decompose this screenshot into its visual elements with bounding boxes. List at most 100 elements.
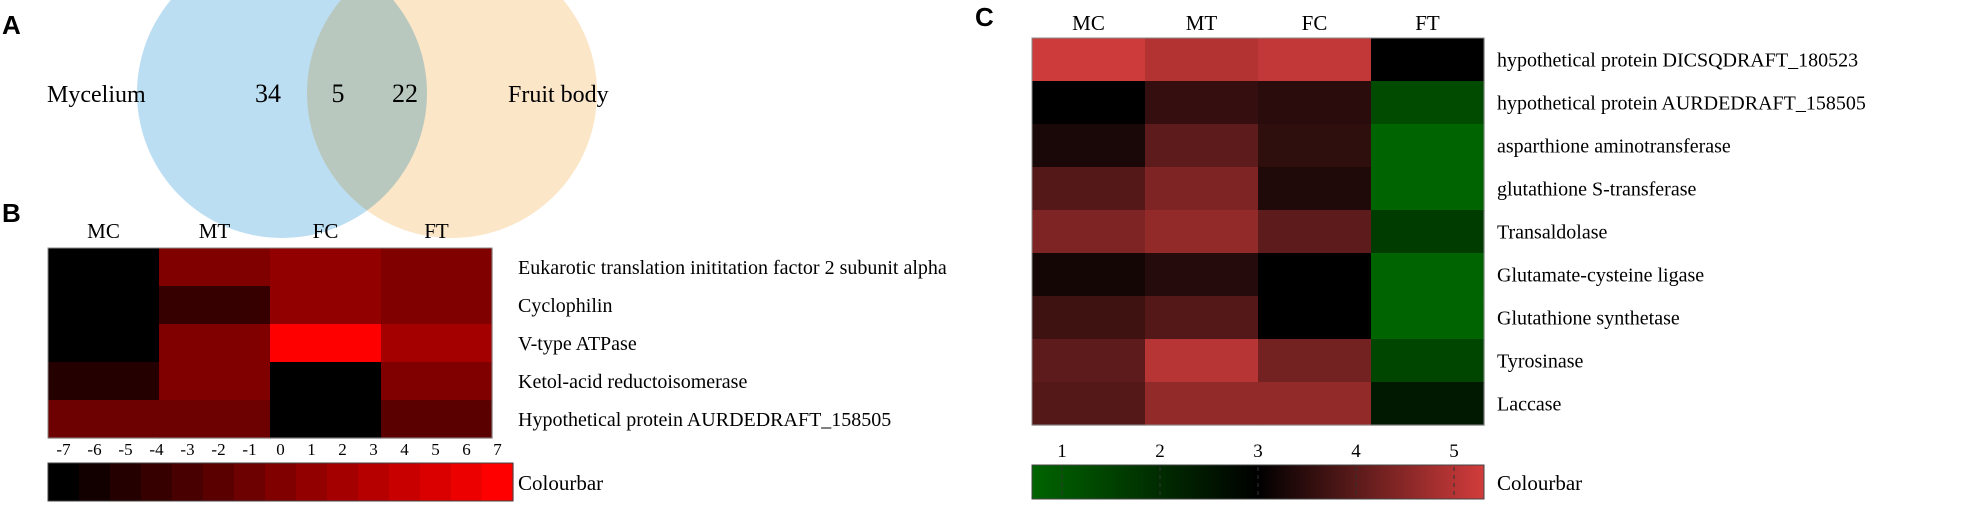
colorbar-b-tick-label: 7 bbox=[493, 440, 502, 459]
colorbar-b-swatch bbox=[451, 463, 483, 501]
colorbar-b-tick-label: -3 bbox=[180, 440, 194, 459]
colorbar-b-tick-label: 5 bbox=[431, 440, 440, 459]
colorbar-b-swatch bbox=[48, 463, 80, 501]
heatmap-c-cell bbox=[1258, 81, 1372, 125]
heatmap-c-cell bbox=[1258, 253, 1372, 297]
heatmap-b-column-label: MT bbox=[199, 219, 231, 243]
heatmap-b-row-label: Eukarotic translation inititation factor… bbox=[518, 257, 947, 279]
heatmap-c-row-label: glutathione S-transferase bbox=[1497, 179, 1696, 201]
heatmap-b-cell bbox=[159, 362, 271, 401]
heatmap-b-cell bbox=[48, 324, 160, 363]
colorbar-c-label: Colourbar bbox=[1497, 471, 1582, 495]
heatmap-b-cell bbox=[381, 286, 493, 325]
heatmap-c-row-label: Tyrosinase bbox=[1497, 351, 1583, 373]
colorbar-b-swatch bbox=[172, 463, 204, 501]
heatmap-c-cell bbox=[1371, 210, 1485, 254]
heatmap-c-cell bbox=[1032, 124, 1146, 168]
heatmap-c-row-label: Transaldolase bbox=[1497, 222, 1607, 244]
heatmap-b: MC MT FC FT Eukarotic translation inititatio… bbox=[47, 219, 947, 502]
heatmap-c-cell bbox=[1145, 339, 1259, 383]
venn-count-overlap: 5 bbox=[332, 79, 345, 108]
heatmap-c-cell bbox=[1145, 124, 1259, 168]
heatmap-c-row-label: Glutathione synthetase bbox=[1497, 308, 1680, 330]
colorbar-b-tick-label: 3 bbox=[369, 440, 378, 459]
heatmap-b-cell bbox=[159, 400, 271, 439]
heatmap-c-cell bbox=[1145, 382, 1259, 426]
heatmap-c-column-label: MC bbox=[1072, 11, 1105, 35]
heatmap-c-cell bbox=[1371, 167, 1485, 211]
colorbar-c-tick-label: 1 bbox=[1057, 441, 1067, 462]
heatmap-c-cell bbox=[1032, 167, 1146, 211]
panel-label-c: C bbox=[975, 2, 994, 32]
heatmap-c-cell bbox=[1258, 339, 1372, 383]
colorbar-b-frame bbox=[47, 462, 514, 502]
heatmap-c-column-label: MT bbox=[1186, 11, 1218, 35]
colorbar-b-label: Colourbar bbox=[518, 471, 603, 495]
heatmap-c-cell bbox=[1371, 38, 1485, 82]
heatmap-c-row-label: hypothetical protein AURDEDRAFT_158505 bbox=[1497, 93, 1866, 115]
heatmap-c-row-label: Glutamate-cysteine ligase bbox=[1497, 265, 1704, 287]
heatmap-c-row-label: Laccase bbox=[1497, 394, 1562, 416]
heatmap-c-cell bbox=[1258, 382, 1372, 426]
colorbar-b-swatch bbox=[110, 463, 142, 501]
heatmap-c-cell bbox=[1258, 124, 1372, 168]
colorbar-b-swatch bbox=[389, 463, 421, 501]
heatmap-b-cell bbox=[381, 324, 493, 363]
heatmap-b-cell bbox=[270, 286, 382, 325]
panel-label-b: B bbox=[2, 198, 21, 228]
heatmap-c-cell bbox=[1145, 81, 1259, 125]
colorbar-b-tick-label: 0 bbox=[276, 440, 285, 459]
heatmap-c-cell bbox=[1371, 339, 1485, 383]
colorbar-b-tick-label: 4 bbox=[400, 440, 409, 459]
colorbar-b-swatch bbox=[327, 463, 359, 501]
venn-diagram: Mycelium Fruit body 34 5 22 bbox=[47, 0, 609, 238]
heatmap-c-column-label: FT bbox=[1415, 11, 1440, 35]
colorbar-b-tick-label: 2 bbox=[338, 440, 347, 459]
heatmap-c-cell bbox=[1145, 296, 1259, 340]
colorbar-b-tick-label: 1 bbox=[307, 440, 316, 459]
colorbar-b-tick-label: -7 bbox=[56, 440, 71, 459]
heatmap-c-cell bbox=[1145, 167, 1259, 211]
heatmap-c-cell bbox=[1371, 253, 1485, 297]
heatmap-c-cell bbox=[1145, 253, 1259, 297]
heatmap-c-frame bbox=[1031, 37, 1485, 426]
heatmap-c-cell bbox=[1032, 339, 1146, 383]
heatmap-c-cell bbox=[1371, 81, 1485, 125]
venn-label-fruit-body: Fruit body bbox=[508, 82, 609, 108]
heatmap-c-cell bbox=[1145, 38, 1259, 82]
heatmap-c-cell bbox=[1032, 38, 1146, 82]
colorbar-b-swatch bbox=[203, 463, 235, 501]
heatmap-b-cell bbox=[48, 400, 160, 439]
heatmap-c-cell bbox=[1032, 253, 1146, 297]
colorbar-c-tick-label: 3 bbox=[1253, 441, 1263, 462]
heatmap-b-cell bbox=[381, 248, 493, 287]
heatmap-b-cell bbox=[270, 362, 382, 401]
heatmap-c: MC MT FC FT hypothetical protein DICSQDRAFT_… bbox=[1031, 11, 1866, 500]
heatmap-c-cell bbox=[1258, 210, 1372, 254]
heatmap-b-cell bbox=[48, 286, 160, 325]
colorbar-b-swatch bbox=[358, 463, 390, 501]
colorbar-b-swatch bbox=[265, 463, 297, 501]
colorbar-b-tick-label: -6 bbox=[87, 440, 101, 459]
heatmap-b-row-label: Hypothetical protein AURDEDRAFT_158505 bbox=[518, 409, 891, 431]
colorbar-c-tick-label: 5 bbox=[1449, 441, 1459, 462]
heatmap-b-column-label: MC bbox=[87, 219, 120, 243]
heatmap-c-cell bbox=[1258, 167, 1372, 211]
heatmap-c-row-label: asparthione aminotransferase bbox=[1497, 136, 1731, 158]
venn-count-mycelium-only: 34 bbox=[255, 79, 281, 108]
colorbar-c-tick-label: 2 bbox=[1155, 441, 1165, 462]
colorbar-b-swatch bbox=[234, 463, 266, 501]
heatmap-b-column-label: FT bbox=[424, 219, 449, 243]
heatmap-b-cell bbox=[159, 286, 271, 325]
heatmap-c-cell bbox=[1032, 81, 1146, 125]
heatmap-b-cell bbox=[270, 400, 382, 439]
venn-label-mycelium: Mycelium bbox=[47, 82, 146, 108]
heatmap-c-column-label: FC bbox=[1302, 11, 1328, 35]
colorbar-b-tick-label: -4 bbox=[149, 440, 164, 459]
heatmap-b-cell bbox=[48, 248, 160, 287]
colorbar-b-tick-label: -1 bbox=[242, 440, 256, 459]
heatmap-c-cell bbox=[1032, 296, 1146, 340]
heatmap-b-cell bbox=[270, 324, 382, 363]
heatmap-c-cell bbox=[1371, 124, 1485, 168]
